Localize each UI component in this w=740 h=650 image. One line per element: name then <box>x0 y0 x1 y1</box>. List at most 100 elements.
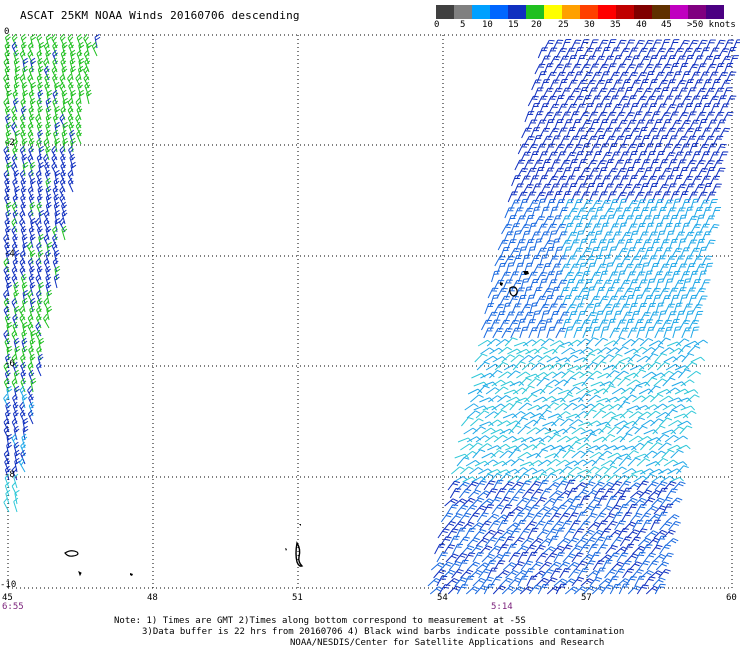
wind-barb <box>37 105 44 121</box>
wind-barb <box>636 199 647 211</box>
wind-barb <box>673 435 688 443</box>
wind-barb <box>671 270 681 283</box>
wind-barb <box>653 271 664 283</box>
wind-barb <box>539 385 553 395</box>
wind-barb <box>77 81 83 97</box>
wind-barb <box>650 238 661 251</box>
wind-barb <box>658 135 669 147</box>
wind-barb <box>686 111 697 123</box>
island-outline <box>295 541 304 567</box>
wind-barb <box>718 151 729 163</box>
wind-barb <box>36 241 42 257</box>
wind-barb <box>620 255 632 267</box>
wind-barb <box>471 373 486 379</box>
wind-barb <box>28 273 35 289</box>
wind-barb <box>532 135 543 147</box>
wind-barb <box>548 386 563 395</box>
wind-barb <box>650 544 663 555</box>
wind-barb <box>499 552 511 563</box>
wind-barb <box>68 145 74 161</box>
wind-barb <box>573 47 584 59</box>
wind-barb <box>521 362 536 371</box>
wind-barb <box>38 41 45 57</box>
wind-barb <box>496 287 508 299</box>
wind-barb <box>652 450 667 459</box>
wind-barb <box>732 39 740 51</box>
wind-barb <box>569 419 584 427</box>
wind-speed-color-scale <box>436 5 724 19</box>
wind-barb <box>590 402 605 411</box>
wind-barb <box>632 111 643 123</box>
wind-barb <box>628 175 638 187</box>
wind-barb <box>465 459 481 467</box>
wind-barb <box>510 199 521 211</box>
wind-barb <box>497 519 509 531</box>
wind-barb <box>646 302 656 315</box>
wind-barb <box>594 206 604 219</box>
wind-barb <box>11 153 18 169</box>
scale-swatch <box>634 5 652 19</box>
scale-label: 10 <box>482 20 493 30</box>
wind-barb <box>620 387 635 395</box>
wind-barb <box>559 135 571 147</box>
wind-barb <box>516 497 530 507</box>
wind-barb <box>494 361 509 371</box>
wind-barb <box>470 394 484 403</box>
wind-barb <box>491 270 501 283</box>
wind-barb <box>605 111 617 123</box>
wind-barb <box>656 487 668 499</box>
wind-barb <box>6 161 12 177</box>
wind-barb <box>629 512 643 523</box>
wind-barb <box>601 303 613 315</box>
wind-barb <box>725 71 737 83</box>
wind-barb <box>67 177 74 193</box>
wind-barb <box>624 318 635 331</box>
wind-barb <box>644 377 658 387</box>
wind-barb <box>633 63 644 75</box>
wind-barb <box>714 39 726 51</box>
wind-barb <box>476 385 490 395</box>
wind-barb <box>578 111 590 123</box>
wind-barb <box>535 552 548 563</box>
wind-barb <box>537 583 549 595</box>
scale-label: 45 <box>661 20 672 30</box>
wind-barb <box>84 81 91 97</box>
scale-swatch <box>490 5 508 19</box>
wind-barb <box>651 294 662 307</box>
wind-barb <box>644 505 658 515</box>
wind-barb <box>21 281 28 297</box>
wind-barb <box>561 63 572 75</box>
wind-barb <box>37 57 44 73</box>
island-outline <box>549 428 551 432</box>
wind-barb <box>663 199 674 211</box>
wind-barb <box>524 111 535 123</box>
wind-barb <box>534 63 546 75</box>
wind-barb <box>588 348 603 355</box>
wind-barb <box>675 79 687 91</box>
wind-barb <box>543 371 558 379</box>
wind-barb <box>679 119 692 131</box>
wind-barb <box>551 111 563 123</box>
wind-barb <box>516 473 530 483</box>
wind-barb <box>590 246 600 259</box>
wind-barb <box>607 143 618 155</box>
wind-barb <box>619 410 634 419</box>
wind-barb <box>596 520 608 531</box>
wind-barb <box>615 346 629 355</box>
wind-barb <box>644 247 654 259</box>
wind-barb <box>558 183 569 195</box>
wind-barb <box>472 449 486 459</box>
wind-barb <box>11 241 18 257</box>
wind-barb <box>591 354 606 363</box>
lon-tick: 57 <box>581 593 592 603</box>
wind-barb <box>28 169 34 185</box>
wind-barb <box>584 255 596 267</box>
wind-barb <box>536 377 550 387</box>
wind-barb <box>537 47 548 59</box>
wind-barb <box>588 39 599 51</box>
wind-barb <box>618 356 634 363</box>
wind-barb <box>656 103 667 115</box>
wind-barb <box>566 512 579 523</box>
wind-barb <box>558 207 569 219</box>
wind-barb <box>534 497 547 507</box>
